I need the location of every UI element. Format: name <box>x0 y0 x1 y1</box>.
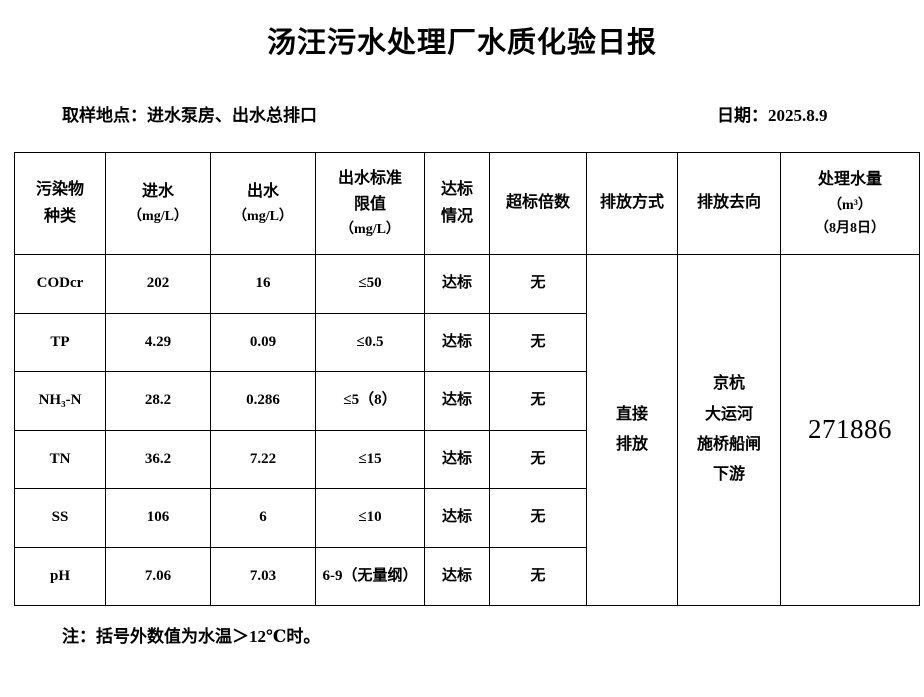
discharge-method-line2: 排放 <box>615 436 648 453</box>
cell-compliance: 达标 <box>424 488 490 548</box>
cell-effluent: 6 <box>210 488 316 548</box>
cell-exceed: 无 <box>489 254 587 314</box>
header-effluent: 出水 （mg/L） <box>210 152 316 255</box>
cell-exceed: 无 <box>489 546 587 606</box>
header-volume-unit: （m³） <box>828 197 872 213</box>
discharge-method-line1: 直接 <box>615 405 648 423</box>
header-volume-date: （8月8日） <box>815 220 885 236</box>
header-discharge-destination: 排放去向 <box>677 152 781 255</box>
cell-influent: 202 <box>105 254 211 314</box>
cell-treated-volume: 271886 <box>780 254 920 606</box>
header-compliance-line1: 达标 <box>440 181 473 199</box>
cell-influent: 36.2 <box>105 429 211 489</box>
cell-pollutant: pH <box>14 546 106 606</box>
cell-effluent: 0.286 <box>210 371 316 431</box>
cell-discharge-method: 直接 排放 <box>586 254 678 606</box>
cell-effluent: 7.03 <box>210 546 316 606</box>
cell-standard: ≤10 <box>315 488 425 548</box>
table-row: pH 7.06 7.03 6-9（无量纲） 达标 无 <box>14 546 920 606</box>
cell-pollutant: TN <box>14 429 106 489</box>
header-standard-limit: 出水标准 限值 （mg/L） <box>315 152 425 255</box>
table-row: TN 36.2 7.22 ≤15 达标 无 <box>14 429 920 489</box>
table-header-row: 污染物 种类 进水 （mg/L） 出水 （mg/L） 出水标准 限值 （mg <box>14 152 920 255</box>
cell-pollutant: NH₃-N <box>14 371 106 431</box>
cell-exceed: 无 <box>489 488 587 548</box>
table-row: CODcr 202 16 ≤50 达标 无 直接 排放 京杭 大运河 施桥船闸 … <box>14 254 920 606</box>
cell-discharge-destination: 京杭 大运河 施桥船闸 下游 <box>677 254 781 606</box>
cell-pollutant: SS <box>14 488 106 548</box>
sampling-location: 取样地点：进水泵房、出水总排口 <box>62 106 317 125</box>
header-influent: 进水 （mg/L） <box>105 152 211 255</box>
cell-compliance: 达标 <box>424 254 490 314</box>
cell-compliance: 达标 <box>424 312 490 372</box>
table-row: SS 106 6 ≤10 达标 无 <box>14 488 920 548</box>
header-pollutant-line2: 种类 <box>43 207 76 225</box>
cell-standard: 6-9（无量纲） <box>315 546 425 606</box>
report-date: 日期：2025.8.9 <box>717 106 828 125</box>
table-row: NH₃-N 28.2 0.286 ≤5（8） 达标 无 <box>14 371 920 431</box>
header-influent-unit: （mg/L） <box>128 209 188 225</box>
cell-standard: ≤0.5 <box>315 312 425 372</box>
cell-compliance: 达标 <box>424 546 490 606</box>
header-standard-line1: 出水标准 <box>337 169 402 187</box>
header-effluent-unit: （mg/L） <box>233 209 293 225</box>
header-standard-line2: 限值 <box>353 195 386 213</box>
footnote: 注：括号外数值为水温＞12℃时。 <box>62 627 321 646</box>
cell-influent: 28.2 <box>105 371 211 431</box>
water-quality-table-wrapper: 污染物 种类 进水 （mg/L） 出水 （mg/L） 出水标准 限值 （mg <box>14 152 920 606</box>
header-compliance: 达标 情况 <box>424 152 490 255</box>
header-effluent-line1: 出水 <box>246 182 279 200</box>
cell-influent: 7.06 <box>105 546 211 606</box>
cell-influent: 106 <box>105 488 211 548</box>
cell-effluent: 7.22 <box>210 429 316 489</box>
destination-line2: 大运河 <box>704 405 753 423</box>
page-title: 汤汪污水处理厂水质化验日报 <box>266 27 657 59</box>
water-quality-table: 污染物 种类 进水 （mg/L） 出水 （mg/L） 出水标准 限值 （mg <box>14 152 920 606</box>
header-discharge-method: 排放方式 <box>586 152 678 255</box>
cell-exceed: 无 <box>489 429 587 489</box>
header-compliance-line2: 情况 <box>440 207 473 225</box>
cell-pollutant: TP <box>14 312 106 372</box>
header-exceed-factor: 超标倍数 <box>489 152 587 255</box>
header-treated-volume: 处理水量 （m³） （8月8日） <box>780 152 920 255</box>
header-standard-unit: （mg/L） <box>340 222 400 238</box>
table-header: 污染物 种类 进水 （mg/L） 出水 （mg/L） 出水标准 限值 （mg <box>14 152 920 255</box>
destination-line4: 下游 <box>712 466 745 484</box>
cell-standard: ≤50 <box>315 254 425 314</box>
treated-volume-value: 271886 <box>808 414 892 445</box>
cell-effluent: 16 <box>210 254 316 314</box>
cell-exceed: 无 <box>489 371 587 431</box>
destination-line1: 京杭 <box>712 375 745 393</box>
table-body: CODcr 202 16 ≤50 达标 无 直接 排放 京杭 大运河 施桥船闸 … <box>14 254 920 606</box>
cell-exceed: 无 <box>489 312 587 372</box>
cell-influent: 4.29 <box>105 312 211 372</box>
cell-compliance: 达标 <box>424 429 490 489</box>
meta-row: 取样地点：进水泵房、出水总排口 日期：2025.8.9 <box>62 101 862 125</box>
table-row: TP 4.29 0.09 ≤0.5 达标 无 <box>14 312 920 372</box>
header-pollutant-line1: 污染物 <box>35 181 84 199</box>
destination-line3: 施桥船闸 <box>696 436 761 453</box>
header-influent-line1: 进水 <box>141 182 174 200</box>
cell-compliance: 达标 <box>424 371 490 431</box>
header-pollutant: 污染物 种类 <box>14 152 106 255</box>
header-volume-line1: 处理水量 <box>817 171 882 189</box>
cell-standard: ≤15 <box>315 429 425 489</box>
cell-standard: ≤5（8） <box>315 371 425 431</box>
cell-effluent: 0.09 <box>210 312 316 372</box>
cell-pollutant: CODcr <box>14 254 106 314</box>
